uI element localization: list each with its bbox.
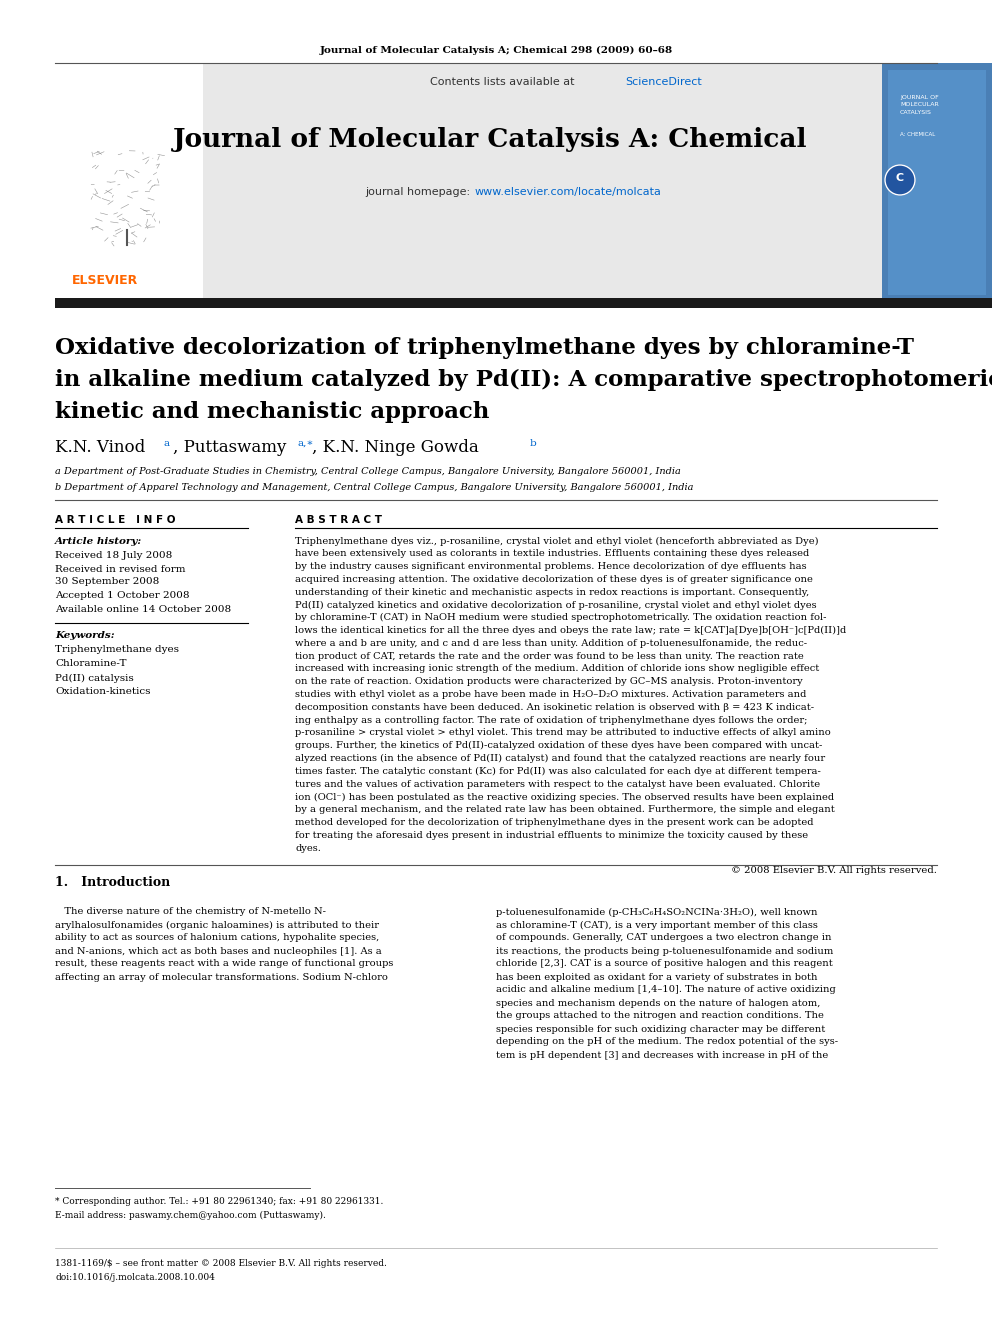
Text: arylhalosulfonamides (organic haloamines) is attributed to their: arylhalosulfonamides (organic haloamines…	[55, 921, 379, 930]
Text: ability to act as sources of halonium cations, hypohalite species,: ability to act as sources of halonium ca…	[55, 934, 379, 942]
Text: species and mechanism depends on the nature of halogen atom,: species and mechanism depends on the nat…	[496, 999, 820, 1008]
Text: for treating the aforesaid dyes present in industrial effluents to minimize the : for treating the aforesaid dyes present …	[295, 831, 808, 840]
Text: understanding of their kinetic and mechanistic aspects in redox reactions is imp: understanding of their kinetic and mecha…	[295, 587, 809, 597]
Text: a: a	[163, 438, 169, 447]
Text: increased with increasing ionic strength of the medium. Addition of chloride ion: increased with increasing ionic strength…	[295, 664, 819, 673]
Text: a,∗: a,∗	[298, 438, 314, 447]
Text: Received in revised form: Received in revised form	[55, 565, 186, 574]
Text: acidic and alkaline medium [1,4–10]. The nature of active oxidizing: acidic and alkaline medium [1,4–10]. The…	[496, 986, 835, 995]
Text: the groups attached to the nitrogen and reaction conditions. The: the groups attached to the nitrogen and …	[496, 1012, 824, 1020]
Text: ScienceDirect: ScienceDirect	[625, 77, 701, 87]
Text: C: C	[896, 173, 904, 183]
Text: K.N. Vinod: K.N. Vinod	[55, 439, 145, 456]
Text: Available online 14 October 2008: Available online 14 October 2008	[55, 606, 231, 614]
Text: Keywords:: Keywords:	[55, 631, 115, 640]
Text: times faster. The catalytic constant (Kᴄ) for Pd(II) was also calculated for eac: times faster. The catalytic constant (Kᴄ…	[295, 767, 820, 777]
Text: groups. Further, the kinetics of Pd(II)-catalyzed oxidation of these dyes have b: groups. Further, the kinetics of Pd(II)-…	[295, 741, 822, 750]
Text: Chloramine-T: Chloramine-T	[55, 659, 127, 668]
Text: E-mail address: paswamy.chem@yahoo.com (Puttaswamy).: E-mail address: paswamy.chem@yahoo.com (…	[55, 1211, 326, 1220]
Text: The diverse nature of the chemistry of N-metello N-: The diverse nature of the chemistry of N…	[55, 908, 326, 917]
Text: 1.   Introduction: 1. Introduction	[55, 876, 171, 889]
Text: have been extensively used as colorants in textile industries. Effluents contain: have been extensively used as colorants …	[295, 549, 809, 558]
Bar	[888, 70, 986, 295]
Text: www.elsevier.com/locate/molcata: www.elsevier.com/locate/molcata	[475, 187, 662, 197]
Text: kinetic and mechanistic approach: kinetic and mechanistic approach	[55, 401, 489, 423]
Text: acquired increasing attention. The oxidative decolorization of these dyes is of : acquired increasing attention. The oxida…	[295, 576, 812, 583]
Text: dyes.: dyes.	[295, 844, 320, 853]
Text: in alkaline medium catalyzed by Pd(II): A comparative spectrophotomeric: in alkaline medium catalyzed by Pd(II): …	[55, 369, 992, 392]
Text: alyzed reactions (in the absence of Pd(II) catalyst) and found that the catalyze: alyzed reactions (in the absence of Pd(I…	[295, 754, 825, 763]
Text: , K.N. Ninge Gowda: , K.N. Ninge Gowda	[312, 439, 479, 456]
Text: species responsible for such oxidizing character may be different: species responsible for such oxidizing c…	[496, 1024, 825, 1033]
Text: doi:10.1016/j.molcata.2008.10.004: doi:10.1016/j.molcata.2008.10.004	[55, 1273, 215, 1282]
Text: lows the identical kinetics for all the three dyes and obeys the rate law; rate : lows the identical kinetics for all the …	[295, 626, 846, 635]
Text: Triphenylmethane dyes: Triphenylmethane dyes	[55, 646, 179, 655]
Text: of compounds. Generally, CAT undergoes a two electron change in: of compounds. Generally, CAT undergoes a…	[496, 934, 831, 942]
Text: method developed for the decolorization of triphenylmethane dyes in the present : method developed for the decolorization …	[295, 818, 813, 827]
Text: , Puttaswamy: , Puttaswamy	[173, 439, 287, 456]
Circle shape	[885, 165, 915, 194]
Text: ing enthalpy as a controlling factor. The rate of oxidation of triphenylmethane : ing enthalpy as a controlling factor. Th…	[295, 716, 807, 725]
Bar	[55, 64, 203, 300]
Text: A R T I C L E   I N F O: A R T I C L E I N F O	[55, 515, 176, 525]
Text: as chloramine-T (CAT), is a very important member of this class: as chloramine-T (CAT), is a very importa…	[496, 921, 817, 930]
Text: affecting an array of molecular transformations. Sodium N-chloro: affecting an array of molecular transfor…	[55, 972, 388, 982]
Text: Triphenylmethane dyes viz., p-rosaniline, crystal violet and ethyl violet (hence: Triphenylmethane dyes viz., p-rosaniline…	[295, 536, 818, 545]
Text: depending on the pH of the medium. The redox potential of the sys-: depending on the pH of the medium. The r…	[496, 1037, 838, 1046]
Bar	[55, 298, 992, 308]
Text: p-rosaniline > crystal violet > ethyl violet. This trend may be attributed to in: p-rosaniline > crystal violet > ethyl vi…	[295, 729, 830, 737]
Text: b: b	[530, 438, 537, 447]
Text: Accepted 1 October 2008: Accepted 1 October 2008	[55, 591, 189, 601]
Text: Received 18 July 2008: Received 18 July 2008	[55, 552, 173, 561]
Text: ion (OCl⁻) has been postulated as the reactive oxidizing species. The observed r: ion (OCl⁻) has been postulated as the re…	[295, 792, 834, 802]
Text: chloride [2,3]. CAT is a source of positive halogen and this reagent: chloride [2,3]. CAT is a source of posit…	[496, 959, 832, 968]
Text: tures and the values of activation parameters with respect to the catalyst have : tures and the values of activation param…	[295, 779, 820, 789]
Text: Contents lists available at: Contents lists available at	[430, 77, 578, 87]
Text: JOURNAL OF
MOLECULAR
CATALYSIS: JOURNAL OF MOLECULAR CATALYSIS	[900, 95, 938, 115]
Text: journal homepage:: journal homepage:	[365, 187, 473, 197]
Text: studies with ethyl violet as a probe have been made in H₂O–D₂O mixtures. Activat: studies with ethyl violet as a probe hav…	[295, 691, 806, 699]
Text: tem is pH dependent [3] and decreases with increase in pH of the: tem is pH dependent [3] and decreases wi…	[496, 1050, 828, 1060]
Text: Pd(II) catalyzed kinetics and oxidative decolorization of p-rosaniline, crystal : Pd(II) catalyzed kinetics and oxidative …	[295, 601, 816, 610]
Text: on the rate of reaction. Oxidation products were characterized by GC–MS analysis: on the rate of reaction. Oxidation produ…	[295, 677, 803, 687]
Text: where a and b are unity, and c and d are less than unity. Addition of p-toluenes: where a and b are unity, and c and d are…	[295, 639, 807, 648]
Text: 1381-1169/$ – see front matter © 2008 Elsevier B.V. All rights reserved.: 1381-1169/$ – see front matter © 2008 El…	[55, 1258, 387, 1267]
Text: by a general mechanism, and the related rate law has been obtained. Furthermore,: by a general mechanism, and the related …	[295, 806, 834, 814]
Text: Oxidation-kinetics: Oxidation-kinetics	[55, 688, 151, 696]
Text: p-toluenesulfonamide (p-CH₃C₆H₄SO₂NCINa·3H₂O), well known: p-toluenesulfonamide (p-CH₃C₆H₄SO₂NCINa·…	[496, 908, 817, 917]
Text: * Corresponding author. Tel.: +91 80 22961340; fax: +91 80 22961331.: * Corresponding author. Tel.: +91 80 229…	[55, 1197, 383, 1207]
Text: Journal of Molecular Catalysis A: Chemical: Journal of Molecular Catalysis A: Chemic…	[173, 127, 807, 152]
Text: its reactions, the products being p-toluenesulfonamide and sodium: its reactions, the products being p-tolu…	[496, 946, 833, 955]
Text: Article history:: Article history:	[55, 537, 142, 546]
Text: b Department of Apparel Technology and Management, Central College Campus, Banga: b Department of Apparel Technology and M…	[55, 483, 693, 492]
Bar	[882, 64, 992, 300]
Text: tion product of CAT, retards the rate and the order was found to be less than un: tion product of CAT, retards the rate an…	[295, 652, 804, 660]
Text: A: CHEMICAL: A: CHEMICAL	[900, 132, 935, 138]
Text: ELSEVIER: ELSEVIER	[72, 274, 138, 287]
Text: by the industry causes significant environmental problems. Hence decolorization : by the industry causes significant envir…	[295, 562, 806, 572]
Text: a Department of Post-Graduate Studies in Chemistry, Central College Campus, Bang: a Department of Post-Graduate Studies in…	[55, 467, 681, 476]
Text: © 2008 Elsevier B.V. All rights reserved.: © 2008 Elsevier B.V. All rights reserved…	[731, 867, 937, 876]
Text: and N-anions, which act as both bases and nucleophiles [1]. As a: and N-anions, which act as both bases an…	[55, 946, 382, 955]
Text: has been exploited as oxidant for a variety of substrates in both: has been exploited as oxidant for a vari…	[496, 972, 817, 982]
Text: 30 September 2008: 30 September 2008	[55, 578, 160, 586]
Text: Pd(II) catalysis: Pd(II) catalysis	[55, 673, 134, 683]
Text: result, these reagents react with a wide range of functional groups: result, these reagents react with a wide…	[55, 959, 394, 968]
Bar	[55, 64, 882, 300]
Text: decomposition constants have been deduced. An isokinetic relation is observed wi: decomposition constants have been deduce…	[295, 703, 814, 712]
Text: Oxidative decolorization of triphenylmethane dyes by chloramine-T: Oxidative decolorization of triphenylmet…	[55, 337, 914, 359]
Text: by chloramine-T (CAT) in NaOH medium were studied spectrophotometrically. The ox: by chloramine-T (CAT) in NaOH medium wer…	[295, 614, 826, 622]
Text: A B S T R A C T: A B S T R A C T	[295, 515, 382, 525]
Text: Journal of Molecular Catalysis A; Chemical 298 (2009) 60–68: Journal of Molecular Catalysis A; Chemic…	[319, 45, 673, 54]
